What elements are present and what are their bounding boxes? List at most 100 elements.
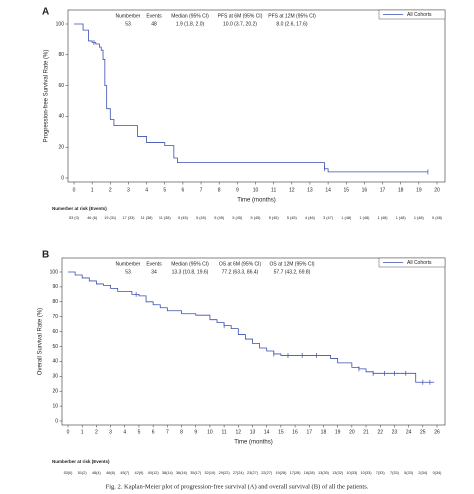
summary-cell: 1.9 (1.8, 2.0) (176, 21, 205, 27)
summary-header: Median (95% CI) (171, 13, 209, 19)
x-tick-label: 5 (163, 187, 166, 193)
x-tick-label: 6 (152, 429, 155, 435)
x-tick-label: 16 (292, 429, 298, 435)
x-tick-label: 7 (166, 429, 169, 435)
x-tick-label: 19 (335, 429, 341, 435)
summary-cell: 77.2 (63.3, 86.4) (222, 269, 259, 275)
x-tick-label: 19 (416, 187, 422, 193)
x-tick-label: 7 (200, 187, 203, 193)
risk-count: 13(32) (332, 471, 344, 475)
y-tick-label: 0 (55, 418, 58, 424)
summary-header: PFS at 12M (95% CI) (268, 13, 316, 19)
risk-count: 5 (45) (196, 216, 207, 220)
x-tick-label: 5 (138, 429, 141, 435)
y-tick-label: 100 (56, 21, 65, 27)
x-tick-label: 24 (406, 429, 412, 435)
summary-header: OS at 12M (95% CI) (269, 261, 314, 267)
risk-count: 19(28) (275, 471, 287, 475)
risk-count: 0 (48) (432, 216, 443, 220)
y-tick-label: 100 (50, 269, 59, 275)
risk-count: 51(2) (78, 471, 88, 475)
risk-count: 10(33) (361, 471, 373, 475)
summary-cell: 10.0 (3.7, 20.2) (223, 21, 257, 27)
x-tick-label: 13 (307, 187, 313, 193)
summary-header: OS at 6M (95% CI) (219, 261, 262, 267)
x-tick-label: 12 (236, 429, 242, 435)
caption: Fig. 2. Kaplan-Meier plot of progression… (106, 483, 369, 490)
x-axis-label: Time (months) (234, 440, 272, 446)
risk-table-title: Numberber at risk (Events) (52, 459, 110, 464)
x-tick-label: 15 (343, 187, 349, 193)
risk-count: 1 (48) (359, 216, 370, 220)
x-tick-label: 26 (434, 429, 440, 435)
y-tick-label: 20 (58, 145, 64, 151)
risk-count: 5 (45) (214, 216, 225, 220)
risk-count: 53 (0) (69, 216, 80, 220)
survival-curve (68, 271, 435, 383)
summary-header: Median (95% CI) (171, 261, 209, 267)
risk-count: 19 (31) (104, 216, 117, 220)
risk-count: 10(33) (346, 471, 358, 475)
x-tick-label: 20 (434, 187, 440, 193)
x-tick-label: 22 (377, 429, 383, 435)
x-tick-label: 14 (264, 429, 270, 435)
x-tick-label: 13 (250, 429, 256, 435)
summary-cell: 8.0 (2.6, 17.6) (276, 21, 307, 27)
summary-header: PFS at 6M (95% CI) (218, 13, 263, 19)
x-tick-label: 1 (91, 187, 94, 193)
risk-count: 11 (38) (159, 216, 171, 220)
x-tick-label: 9 (194, 429, 197, 435)
risk-count: 5 (45) (269, 216, 280, 220)
x-tick-label: 3 (127, 187, 130, 193)
summary-header: Events (146, 13, 162, 19)
risk-count: 2(34) (418, 471, 428, 475)
x-tick-label: 4 (123, 429, 126, 435)
risk-count: 7(33) (376, 471, 386, 475)
x-tick-label: 1 (81, 429, 84, 435)
x-tick-label: 8 (218, 187, 221, 193)
summary-cell: 53 (125, 21, 131, 27)
x-tick-label: 0 (67, 429, 70, 435)
x-tick-label: 2 (95, 429, 98, 435)
risk-count: 5 (45) (178, 216, 189, 220)
risk-count: 11 (38) (141, 216, 153, 220)
x-tick-label: 11 (271, 187, 276, 193)
y-tick-label: 60 (58, 83, 64, 89)
y-tick-label: 30 (52, 374, 58, 380)
risk-count: 5(33) (404, 471, 414, 475)
risk-count: 17(28) (290, 471, 302, 475)
summary-header: Numberber (115, 13, 140, 19)
risk-count: 1 (48) (414, 216, 425, 220)
y-tick-label: 80 (52, 299, 58, 305)
risk-count: 3 (47) (323, 216, 334, 220)
y-tick-label: 50 (52, 344, 58, 350)
x-tick-label: 10 (253, 187, 259, 193)
x-tick-label: 14 (325, 187, 331, 193)
plot-frame (67, 9, 446, 183)
risk-count: 5 (45) (251, 216, 262, 220)
risk-count: 7(33) (390, 471, 400, 475)
summary-cell: 57.7 (43.2, 69.8) (274, 269, 311, 275)
legend-box (378, 9, 446, 20)
risk-count: 5 (45) (287, 216, 298, 220)
x-tick-label: 3 (109, 429, 112, 435)
x-tick-label: 18 (398, 187, 404, 193)
risk-count: 46(6) (106, 471, 116, 475)
risk-count: 1 (48) (378, 216, 389, 220)
x-axis-label: Time (months) (237, 198, 275, 204)
risk-count: 29(22) (219, 471, 231, 475)
x-tick-label: 16 (362, 187, 368, 193)
risk-count: 22(27) (261, 471, 273, 475)
y-tick-label: 40 (58, 114, 64, 120)
legend-label: All Cohorts (407, 260, 432, 266)
summary-header: Events (146, 261, 162, 267)
x-tick-label: 21 (363, 429, 369, 435)
x-tick-label: 11 (222, 429, 227, 435)
risk-count: 27(24) (233, 471, 245, 475)
risk-count: 32(19) (204, 471, 216, 475)
risk-count: 16(28) (304, 471, 316, 475)
y-tick-label: 40 (52, 359, 58, 365)
risk-count: 46 (6) (87, 216, 98, 220)
y-tick-label: 10 (52, 403, 58, 409)
risk-count: 35(17) (190, 471, 202, 475)
